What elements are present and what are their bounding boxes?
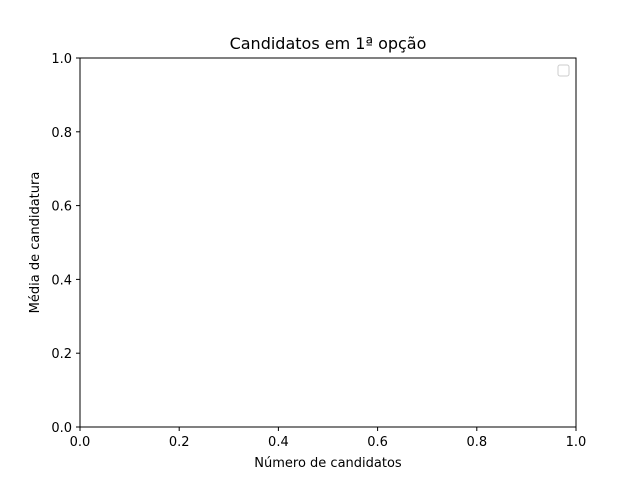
x-axis: 0.0 0.2 0.4 0.6 0.8 1.0 [70,427,587,450]
y-tick-label: 0.4 [51,273,72,288]
y-tick-label: 0.8 [51,126,72,141]
legend-box [557,64,570,77]
y-tick-label: 0.2 [51,347,72,362]
axes-frame [79,57,577,428]
y-axis: 0.0 0.2 0.4 0.6 0.8 1.0 [51,52,80,436]
x-tick-label: 0.2 [169,435,190,450]
x-axis-label: Número de candidatos [254,456,402,471]
x-tick-label: 0.6 [367,435,388,450]
x-tick-label: 1.0 [566,435,587,450]
x-tick-label: 0.4 [268,435,289,450]
plot-area [79,57,577,428]
x-tick-label: 0.8 [466,435,487,450]
y-tick-label: 0.6 [51,200,72,215]
y-tick-label: 0.0 [51,421,72,436]
chart-title: Candidatos em 1ª opção [230,34,427,53]
y-tick-label: 1.0 [51,52,72,67]
x-tick-label: 0.0 [70,435,91,450]
y-axis-label: Média de candidatura [28,172,43,314]
